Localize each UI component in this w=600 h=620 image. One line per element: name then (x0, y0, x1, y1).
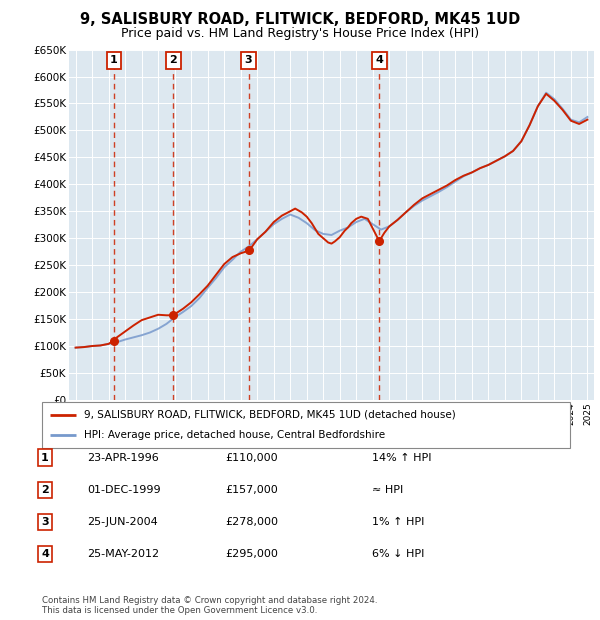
Text: Contains HM Land Registry data © Crown copyright and database right 2024.
This d: Contains HM Land Registry data © Crown c… (42, 596, 377, 615)
Text: 4: 4 (376, 55, 383, 65)
Text: £110,000: £110,000 (225, 453, 278, 463)
Text: 1: 1 (110, 55, 118, 65)
Text: 9, SALISBURY ROAD, FLITWICK, BEDFORD, MK45 1UD: 9, SALISBURY ROAD, FLITWICK, BEDFORD, MK… (80, 12, 520, 27)
Text: £157,000: £157,000 (225, 485, 278, 495)
Text: 4: 4 (41, 549, 49, 559)
Text: ≈ HPI: ≈ HPI (372, 485, 403, 495)
Text: 23-APR-1996: 23-APR-1996 (87, 453, 159, 463)
Text: 2: 2 (41, 485, 49, 495)
Text: 3: 3 (41, 517, 49, 527)
Text: £278,000: £278,000 (225, 517, 278, 527)
Text: 25-JUN-2004: 25-JUN-2004 (87, 517, 158, 527)
Text: 01-DEC-1999: 01-DEC-1999 (87, 485, 161, 495)
Text: Price paid vs. HM Land Registry's House Price Index (HPI): Price paid vs. HM Land Registry's House … (121, 27, 479, 40)
Text: 25-MAY-2012: 25-MAY-2012 (87, 549, 159, 559)
Text: 1% ↑ HPI: 1% ↑ HPI (372, 517, 424, 527)
FancyBboxPatch shape (42, 402, 570, 448)
Text: 9, SALISBURY ROAD, FLITWICK, BEDFORD, MK45 1UD (detached house): 9, SALISBURY ROAD, FLITWICK, BEDFORD, MK… (84, 410, 456, 420)
Text: 3: 3 (245, 55, 253, 65)
Text: £295,000: £295,000 (225, 549, 278, 559)
Text: 1: 1 (41, 453, 49, 463)
Text: 14% ↑ HPI: 14% ↑ HPI (372, 453, 431, 463)
Text: HPI: Average price, detached house, Central Bedfordshire: HPI: Average price, detached house, Cent… (84, 430, 385, 440)
Text: 2: 2 (169, 55, 177, 65)
Text: 6% ↓ HPI: 6% ↓ HPI (372, 549, 424, 559)
